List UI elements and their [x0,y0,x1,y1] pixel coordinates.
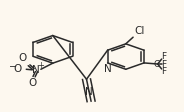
Text: F: F [162,59,167,69]
Text: O: O [13,64,22,74]
Text: −: − [9,62,17,72]
Text: N: N [32,65,40,75]
Text: O: O [29,78,37,88]
Text: Cl: Cl [134,26,144,36]
Text: F: F [162,67,167,76]
Text: N: N [85,87,93,97]
Text: C: C [153,59,159,69]
Text: +: + [37,61,44,70]
Text: N: N [104,64,112,74]
Text: O: O [18,53,26,63]
Text: F: F [162,52,167,61]
